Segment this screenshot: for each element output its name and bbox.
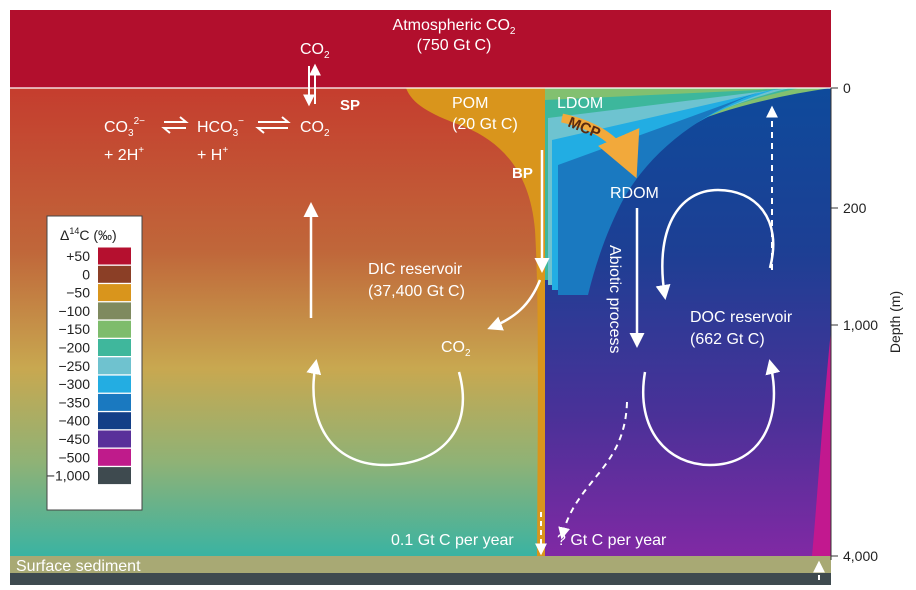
doc-title: DOC reservoir [690, 309, 793, 326]
depth-tick-label: 1,000 [843, 317, 878, 333]
carbonate-label: CO32− [104, 116, 145, 139]
legend-title: Δ14C (‰) [60, 226, 117, 243]
legend-label: +50 [66, 248, 90, 264]
co2-mid-label: CO2 [441, 339, 471, 359]
mcp-arrow [561, 113, 640, 179]
legend-label: −200 [58, 340, 90, 356]
pom-amount: (20 Gt C) [452, 116, 518, 133]
legend-swatch [98, 284, 131, 302]
legend-label: −350 [58, 394, 90, 410]
abiotic-process-label: Abiotic process [606, 245, 623, 354]
legend-label: −450 [58, 431, 90, 447]
legend-swatch [98, 375, 131, 393]
legend-label: −300 [58, 376, 90, 392]
atmosphere-amount: (750 Gt C) [417, 37, 492, 54]
legend-label: 0 [82, 266, 90, 282]
co2-top-label: CO2 [300, 41, 330, 61]
legend-swatch [98, 339, 131, 356]
depth-tick-label: 4,000 [843, 548, 878, 564]
dic-amount: (37,400 Gt C) [368, 283, 465, 300]
sp-label: SP [340, 97, 360, 114]
legend-swatch [98, 393, 131, 411]
legend-swatch [98, 467, 131, 485]
dic-circulation-loop [306, 359, 465, 467]
ldom-label: LDOM [557, 95, 603, 112]
doc-export-dashed-arrow [558, 401, 628, 540]
legend-label: −50 [66, 285, 90, 301]
surface-sediment-band [10, 556, 831, 573]
depth-tick-label: 200 [843, 200, 867, 216]
legend-label: −500 [58, 449, 90, 465]
flux-right-label: ? Gt C per year [557, 532, 667, 549]
plus-h-label: + H+ [197, 145, 228, 164]
bp-label: BP [512, 165, 533, 182]
pom-wedge [406, 88, 545, 556]
flux-left-label: 0.1 Gt C per year [391, 532, 514, 549]
legend-label: −250 [58, 358, 90, 374]
depth-tick-label: 0 [843, 80, 851, 96]
pom-label: POM [452, 95, 488, 112]
atmosphere-band [10, 10, 831, 88]
legend-label: −400 [58, 413, 90, 429]
rdom-label: RDOM [610, 185, 659, 202]
atmosphere-title: Atmospheric CO2 [393, 17, 516, 37]
legend-swatch [98, 430, 131, 448]
doc-amount: (662 Gt C) [690, 331, 765, 348]
depth-axis: 0 200 1,000 4,000 Depth (m) [830, 80, 903, 564]
equilibrium-arrows-2 [255, 116, 291, 134]
depth-axis-label: Depth (m) [887, 291, 903, 353]
equilibrium-arrows-1 [161, 116, 189, 134]
remineralization-arrow [487, 279, 542, 331]
legend-swatch [98, 247, 131, 265]
legend-label: −150 [58, 321, 90, 337]
legend-swatch [98, 265, 131, 283]
surface-sediment-label: Surface sediment [16, 558, 141, 575]
legend-swatch [98, 412, 131, 430]
bicarbonate-label: HCO3− [197, 116, 244, 139]
legend-swatch [98, 302, 131, 320]
dic-title: DIC reservoir [368, 261, 463, 278]
legend: Δ14C (‰) +50 0 −50 −100 −150 −200 −250 −300 −350… [46, 215, 143, 511]
deep-magenta-edge [812, 330, 831, 556]
legend-swatch [98, 448, 131, 466]
legend-swatch [98, 320, 131, 338]
co2-equilibrium-label: CO2 [300, 119, 330, 139]
doc-lower-loop [642, 359, 781, 467]
legend-swatch [98, 357, 131, 375]
doc-upper-loop [655, 188, 775, 300]
plus-2h-label: + 2H+ [104, 145, 144, 164]
legend-label: −100 [58, 303, 90, 319]
legend-label: −1,000 [47, 468, 90, 484]
bedrock-band [10, 573, 831, 585]
